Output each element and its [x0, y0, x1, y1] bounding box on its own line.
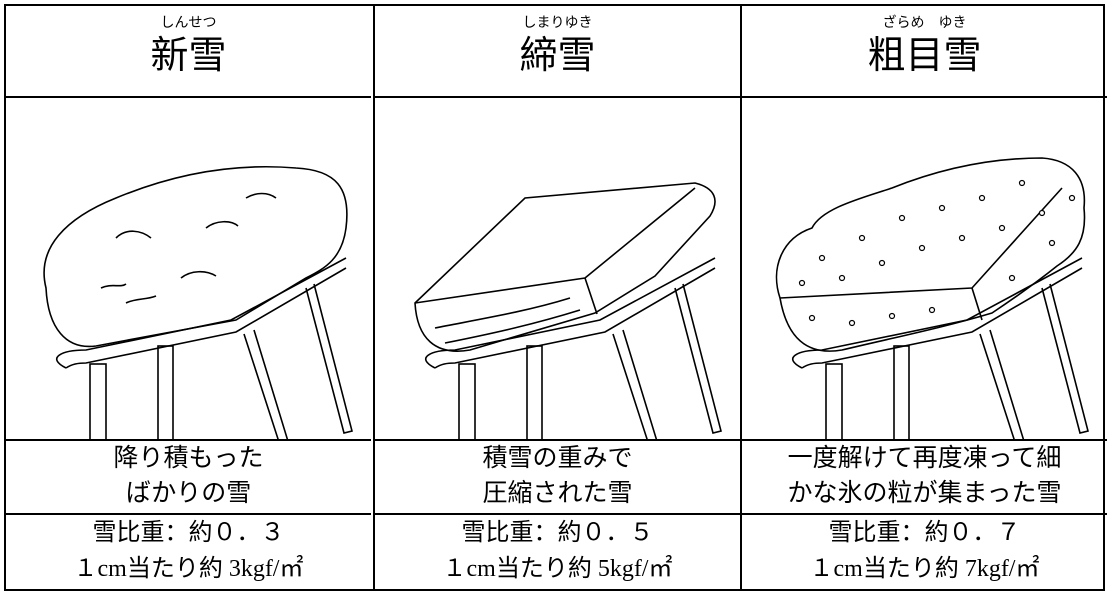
- description-cell: 降り積もった ばかりの雪: [6, 441, 371, 515]
- snow-type: 締雪: [519, 35, 596, 77]
- description-cell: 一度解けて再度凍って細 かな氷の粒が集まった雪: [742, 441, 1107, 515]
- snow-type: 新雪: [150, 35, 227, 77]
- table-illustration: [775, 157, 1089, 439]
- density-cell: 雪比重：約０．３ １cm当たり約 3kgf/㎡: [6, 515, 371, 589]
- density-cell: 雪比重：約０．７ １cm当たり約 7kgf/㎡: [742, 515, 1107, 589]
- reading: しまりゆき: [522, 16, 593, 31]
- header-cell: しまりゆき 締雪: [375, 6, 740, 98]
- density-line: １cm当たり約 3kgf/㎡: [73, 556, 304, 582]
- description-cell: 積雪の重みで 圧縮された雪: [375, 441, 740, 515]
- density-line: 雪比重：約０．３: [92, 520, 285, 546]
- column: しまりゆき 締雪 積雪の重みで 圧縮された雪 雪比重：約０．５ １cm当たり約 5kgf/…: [373, 6, 740, 589]
- density-line: 雪比重：約０．５: [461, 520, 654, 546]
- table-illustration: [414, 182, 722, 439]
- illustration-cell: [6, 98, 371, 441]
- snow-type: 粗目雪: [867, 35, 982, 77]
- column: ざらめ ゆき 粗目雪 一度解けて再度凍って細 かな氷の粒が集まった雪 雪比重：約０．７ １…: [740, 6, 1107, 589]
- description-line: 一度解けて再度凍って細: [787, 445, 1062, 472]
- density-line: １cm当たり約 5kgf/㎡: [442, 556, 673, 582]
- density-cell: 雪比重：約０．５ １cm当たり約 5kgf/㎡: [375, 515, 740, 589]
- illustration-cell: [375, 98, 740, 441]
- reading: ざらめ ゆき: [882, 16, 967, 31]
- illustration-cell: [742, 98, 1107, 441]
- column: しんせつ新雪降り積もった ばかりの雪雪比重：約０．３ １cm当たり約 3kgf/㎡: [6, 6, 371, 589]
- description-line: 圧縮された雪: [482, 480, 633, 507]
- description-line: ばかりの雪: [125, 480, 252, 507]
- header-cell: しんせつ 新雪: [6, 6, 371, 98]
- description-line: 積雪の重みで: [482, 445, 633, 472]
- density-line: １cm当たり約 7kgf/㎡: [809, 556, 1040, 582]
- description-line: 降り積もった: [113, 445, 264, 472]
- header-cell: ざらめ ゆき 粗目雪: [742, 6, 1107, 98]
- density-line: 雪比重：約０．７: [828, 520, 1021, 546]
- table-illustration: [43, 165, 353, 439]
- reading: しんせつ: [160, 16, 217, 31]
- description-line: かな氷の粒が集まった雪: [787, 480, 1062, 507]
